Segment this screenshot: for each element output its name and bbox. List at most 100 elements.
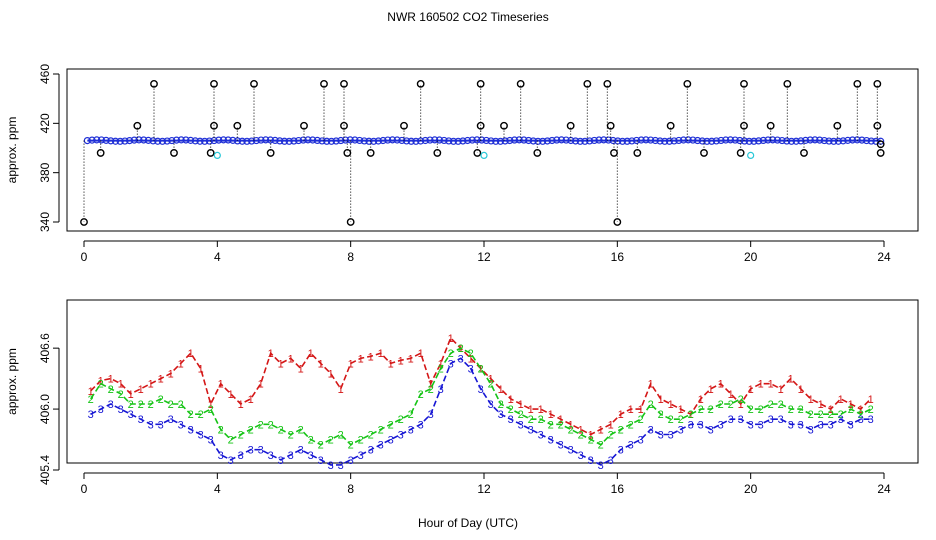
series-2-point: 2 bbox=[588, 435, 594, 447]
spike-point bbox=[613, 218, 622, 226]
series-3-point: 3 bbox=[508, 414, 514, 426]
series-1-point: 1 bbox=[408, 353, 414, 365]
baseline-point bbox=[656, 137, 664, 145]
baseline-point bbox=[478, 136, 486, 144]
series-1-point: 1 bbox=[298, 363, 304, 375]
series-2-point: 2 bbox=[158, 394, 164, 406]
series-3-point: 3 bbox=[158, 419, 164, 431]
series-3-point: 3 bbox=[198, 429, 204, 441]
series-1-point: 1 bbox=[458, 343, 464, 355]
series-1-point: 1 bbox=[328, 369, 334, 381]
baseline-point bbox=[759, 136, 767, 145]
series-1-point: 1 bbox=[398, 355, 404, 367]
baseline-point bbox=[712, 137, 720, 145]
series-3-point: 3 bbox=[528, 424, 534, 436]
spike-point bbox=[740, 121, 748, 130]
series-3-point: 3 bbox=[358, 450, 364, 462]
spike-point bbox=[876, 149, 885, 157]
baseline-point bbox=[280, 137, 289, 145]
series-3-point: 3 bbox=[678, 424, 684, 436]
series-2-point: 2 bbox=[768, 399, 774, 411]
series-3-point: 3 bbox=[808, 424, 814, 436]
series-2-point: 2 bbox=[698, 404, 704, 416]
series-1-point: 1 bbox=[838, 394, 844, 406]
baseline-point bbox=[632, 136, 641, 145]
baseline-point bbox=[262, 136, 270, 144]
series-3-point: 3 bbox=[188, 424, 194, 436]
series-1-point: 1 bbox=[198, 363, 204, 375]
series-2-point: 2 bbox=[428, 384, 434, 396]
series-1-point: 1 bbox=[548, 409, 554, 421]
series-1-point: 1 bbox=[428, 379, 434, 391]
series-2-point: 2 bbox=[148, 399, 154, 411]
series-1-point: 1 bbox=[418, 348, 424, 360]
baseline-point bbox=[332, 137, 340, 145]
baseline-point bbox=[299, 136, 307, 144]
series-3-point: 3 bbox=[418, 419, 424, 431]
baseline-point bbox=[581, 137, 589, 145]
spike-point bbox=[606, 121, 615, 130]
baseline-point bbox=[834, 137, 843, 145]
series-1-point: 1 bbox=[238, 399, 244, 411]
baseline-point bbox=[102, 136, 110, 144]
series-3-point: 3 bbox=[658, 429, 664, 441]
baseline-point bbox=[154, 137, 162, 145]
series-1-point: 1 bbox=[608, 419, 614, 431]
series-1-point: 1 bbox=[538, 404, 544, 416]
baseline-point bbox=[182, 136, 190, 144]
series-2-point: 2 bbox=[788, 404, 794, 416]
baseline-point bbox=[318, 137, 326, 145]
series-1-point: 1 bbox=[468, 353, 474, 365]
baseline-point bbox=[365, 137, 373, 145]
spike-point bbox=[853, 79, 862, 88]
series-2-point: 2 bbox=[338, 429, 344, 441]
baseline-point bbox=[379, 136, 387, 145]
series-2-point: 2 bbox=[578, 429, 584, 441]
baseline-point bbox=[595, 136, 603, 144]
series-1-point: 1 bbox=[808, 394, 814, 406]
series-2-point: 2 bbox=[718, 399, 724, 411]
baseline-point bbox=[529, 137, 537, 145]
series-2-point: 2 bbox=[868, 404, 874, 416]
baseline-point bbox=[571, 137, 580, 145]
series-3-point: 3 bbox=[628, 440, 634, 452]
series-1-point: 1 bbox=[638, 404, 644, 416]
baseline-point bbox=[412, 137, 420, 145]
baseline-point bbox=[135, 136, 143, 144]
baseline-point bbox=[205, 137, 213, 145]
series-1-point: 1 bbox=[368, 351, 374, 363]
series-2-point: 2 bbox=[278, 424, 284, 436]
series-1-point: 1 bbox=[778, 384, 784, 396]
baseline-point bbox=[839, 137, 847, 145]
series-2-point: 2 bbox=[458, 343, 464, 355]
series-3-point: 3 bbox=[828, 419, 834, 431]
baseline-point bbox=[238, 137, 246, 145]
series-1-point: 1 bbox=[308, 348, 314, 360]
figure-title: NWR 160502 CO2 Timeseries bbox=[387, 10, 548, 24]
series-3-point: 3 bbox=[688, 419, 694, 431]
series-2-point: 2 bbox=[438, 363, 444, 375]
x-tick-label: 16 bbox=[611, 250, 625, 264]
cyan-point bbox=[480, 151, 488, 159]
series-2-point: 2 bbox=[478, 363, 484, 375]
series-2-point: 2 bbox=[818, 409, 824, 421]
spike-point bbox=[206, 149, 215, 157]
baseline-point bbox=[309, 136, 317, 144]
spike-point bbox=[133, 121, 142, 130]
baseline-point bbox=[609, 136, 617, 145]
baseline-point bbox=[229, 136, 237, 144]
baseline-point bbox=[492, 137, 500, 145]
series-2-point: 2 bbox=[848, 404, 854, 416]
series-3-point: 3 bbox=[458, 353, 464, 365]
baseline-point bbox=[806, 136, 814, 144]
series-1-point: 1 bbox=[828, 404, 834, 416]
series-3-point: 3 bbox=[448, 358, 454, 370]
series-1-point: 1 bbox=[178, 358, 184, 370]
series-3-point: 3 bbox=[718, 419, 724, 431]
baseline-point bbox=[459, 137, 467, 145]
baseline-point bbox=[201, 137, 209, 145]
series-2-point: 2 bbox=[198, 409, 204, 421]
baseline-point bbox=[149, 137, 157, 145]
baseline-point bbox=[722, 136, 730, 144]
baseline-point bbox=[661, 137, 669, 145]
